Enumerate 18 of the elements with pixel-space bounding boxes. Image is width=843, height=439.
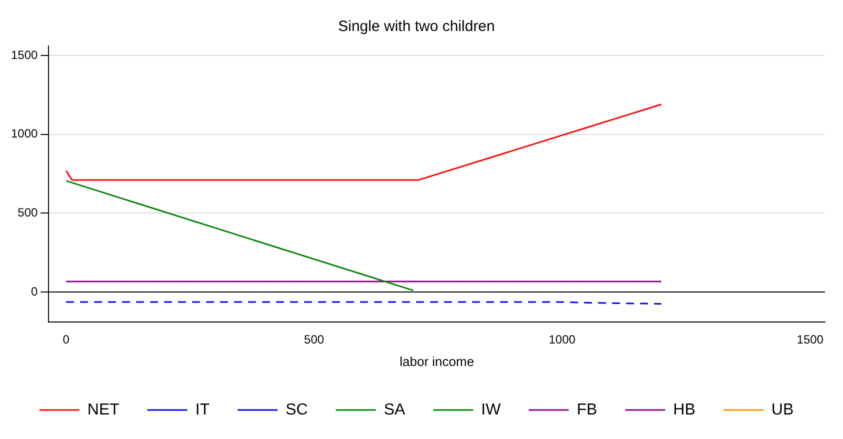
legend-label: SC	[286, 401, 308, 418]
x-tick-label: 0	[62, 332, 70, 347]
chart-title: Single with two children	[338, 18, 495, 36]
legend-label: HB	[673, 401, 696, 418]
legend-label: IT	[195, 401, 210, 418]
y-tick-label: 0	[31, 284, 38, 298]
y-tick-label: 1500	[10, 48, 38, 62]
legend-label: UB	[771, 401, 794, 418]
x-axis-title: labor income	[400, 354, 474, 369]
x-tick-label: 500	[304, 332, 324, 347]
legend-label: SA	[384, 401, 406, 418]
legend-label: FB	[576, 401, 598, 418]
y-tick-label: 1000	[10, 126, 38, 141]
legend-label: NET	[87, 401, 120, 418]
legend-label: IW	[481, 401, 502, 418]
x-tick-label: 1000	[548, 332, 576, 347]
y-tick-label: 500	[18, 205, 38, 220]
x-tick-label: 1500	[796, 332, 824, 347]
